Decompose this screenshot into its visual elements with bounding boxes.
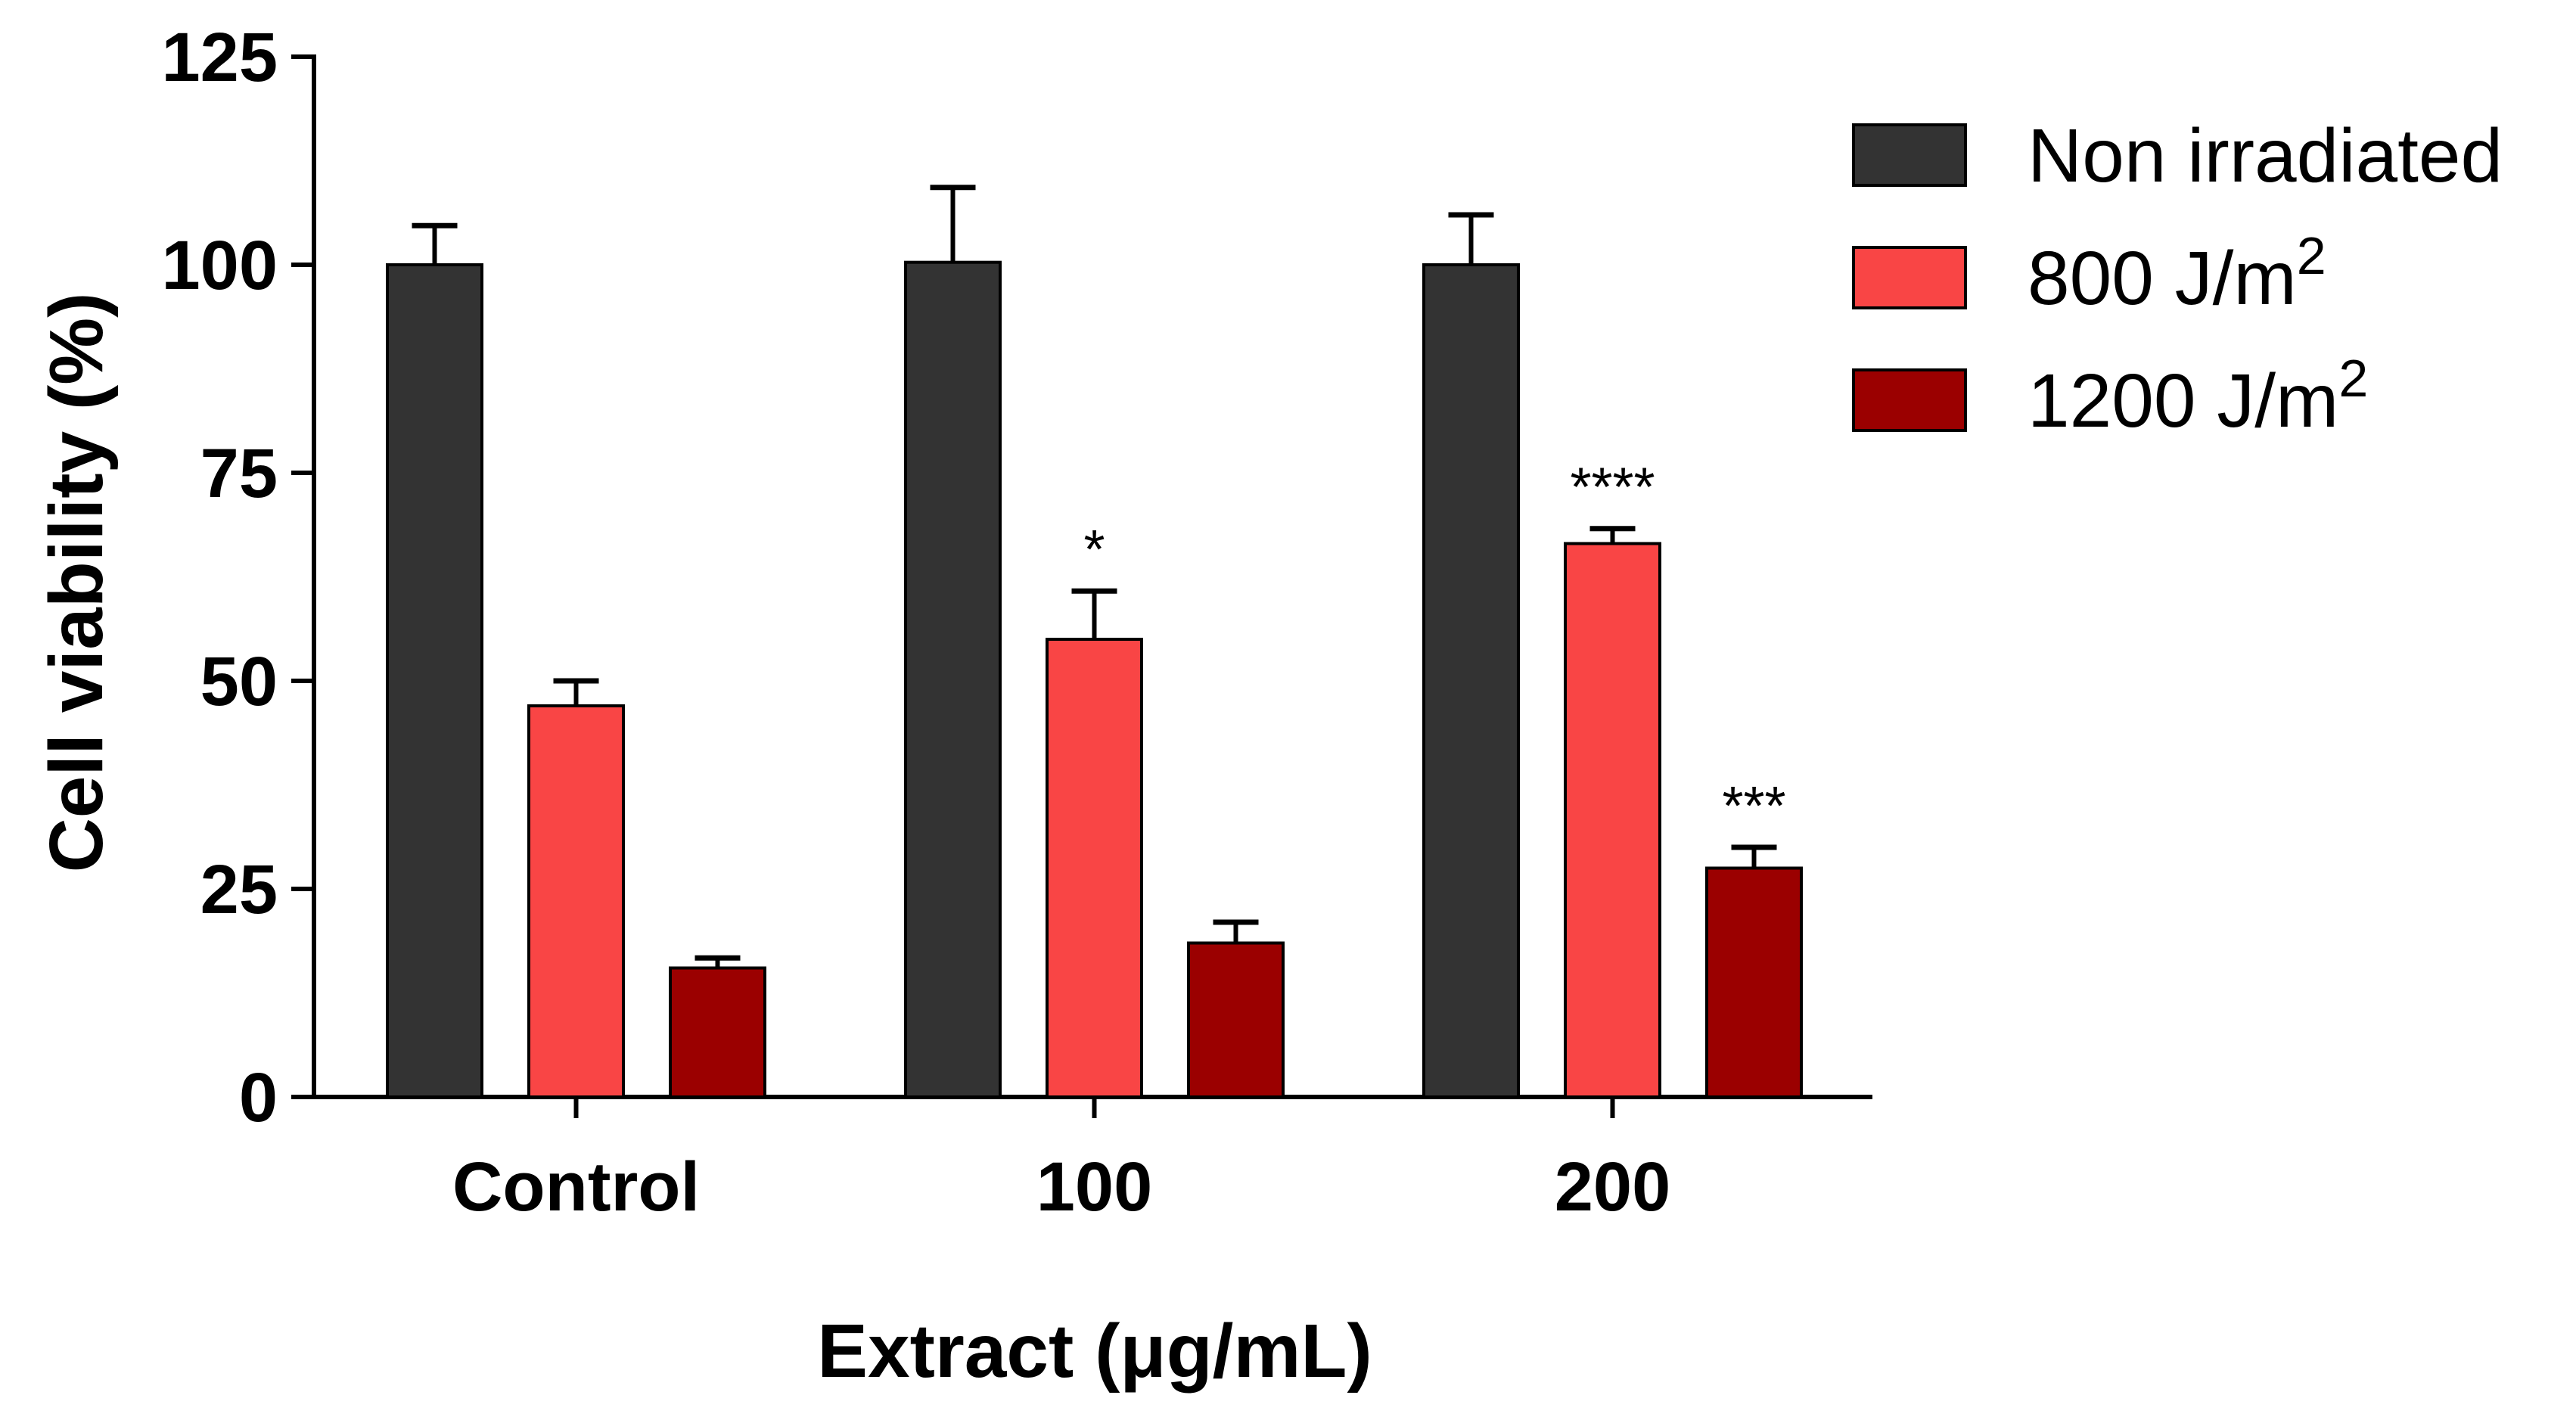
- bar: [904, 260, 1002, 1099]
- legend-label: Non irradiated: [2028, 113, 2503, 198]
- y-tick-label: 50: [200, 643, 278, 720]
- bar: [527, 704, 625, 1098]
- legend-swatch: [1852, 123, 1967, 187]
- legend-superscript: 2: [2338, 349, 2368, 408]
- significance-annotation: ***: [1722, 776, 1785, 837]
- legend: Non irradiated 800 J/m2 1200 J/m2: [1852, 113, 2503, 443]
- bar: [1705, 866, 1803, 1098]
- bar: [669, 966, 766, 1098]
- bar: [1187, 941, 1285, 1098]
- x-tick-label: Control: [452, 1148, 700, 1226]
- significance-annotation: ****: [1570, 458, 1655, 518]
- y-tick-label: 125: [162, 19, 278, 96]
- y-tick-label: 100: [162, 227, 278, 304]
- legend-swatch: [1852, 368, 1967, 432]
- x-axis-title: Extract (μg/mL): [817, 1309, 1372, 1394]
- bar: [1046, 638, 1143, 1098]
- bar: [1422, 263, 1520, 1098]
- y-tick-label: 0: [239, 1059, 278, 1136]
- significance-annotation: *: [1083, 520, 1105, 580]
- legend-label: 1200 J/m2: [2028, 349, 2368, 443]
- legend-superscript: 2: [2297, 226, 2326, 285]
- x-tick-label: 100: [1036, 1148, 1153, 1226]
- y-tick-label: 75: [200, 435, 278, 512]
- y-axis-title: Cell viability (%): [34, 293, 119, 873]
- legend-label: 800 J/m2: [2028, 226, 2326, 321]
- y-tick-label: 25: [200, 851, 278, 928]
- bar: [386, 263, 483, 1098]
- x-tick-label: 200: [1555, 1148, 1671, 1226]
- bar: [1564, 542, 1661, 1098]
- legend-swatch: [1852, 246, 1967, 309]
